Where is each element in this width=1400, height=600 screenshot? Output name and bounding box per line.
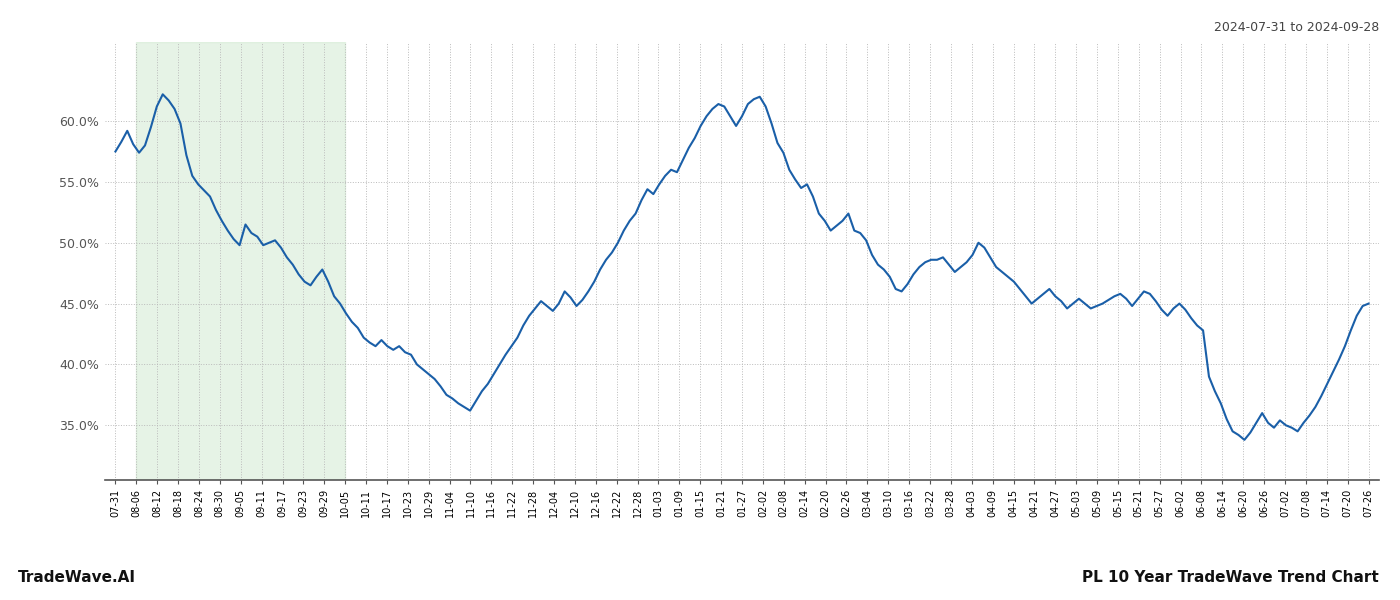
Text: 2024-07-31 to 2024-09-28: 2024-07-31 to 2024-09-28 [1214,21,1379,34]
Bar [136,42,346,480]
Text: TradeWave.AI: TradeWave.AI [18,570,136,585]
Text: PL 10 Year TradeWave Trend Chart: PL 10 Year TradeWave Trend Chart [1082,570,1379,585]
